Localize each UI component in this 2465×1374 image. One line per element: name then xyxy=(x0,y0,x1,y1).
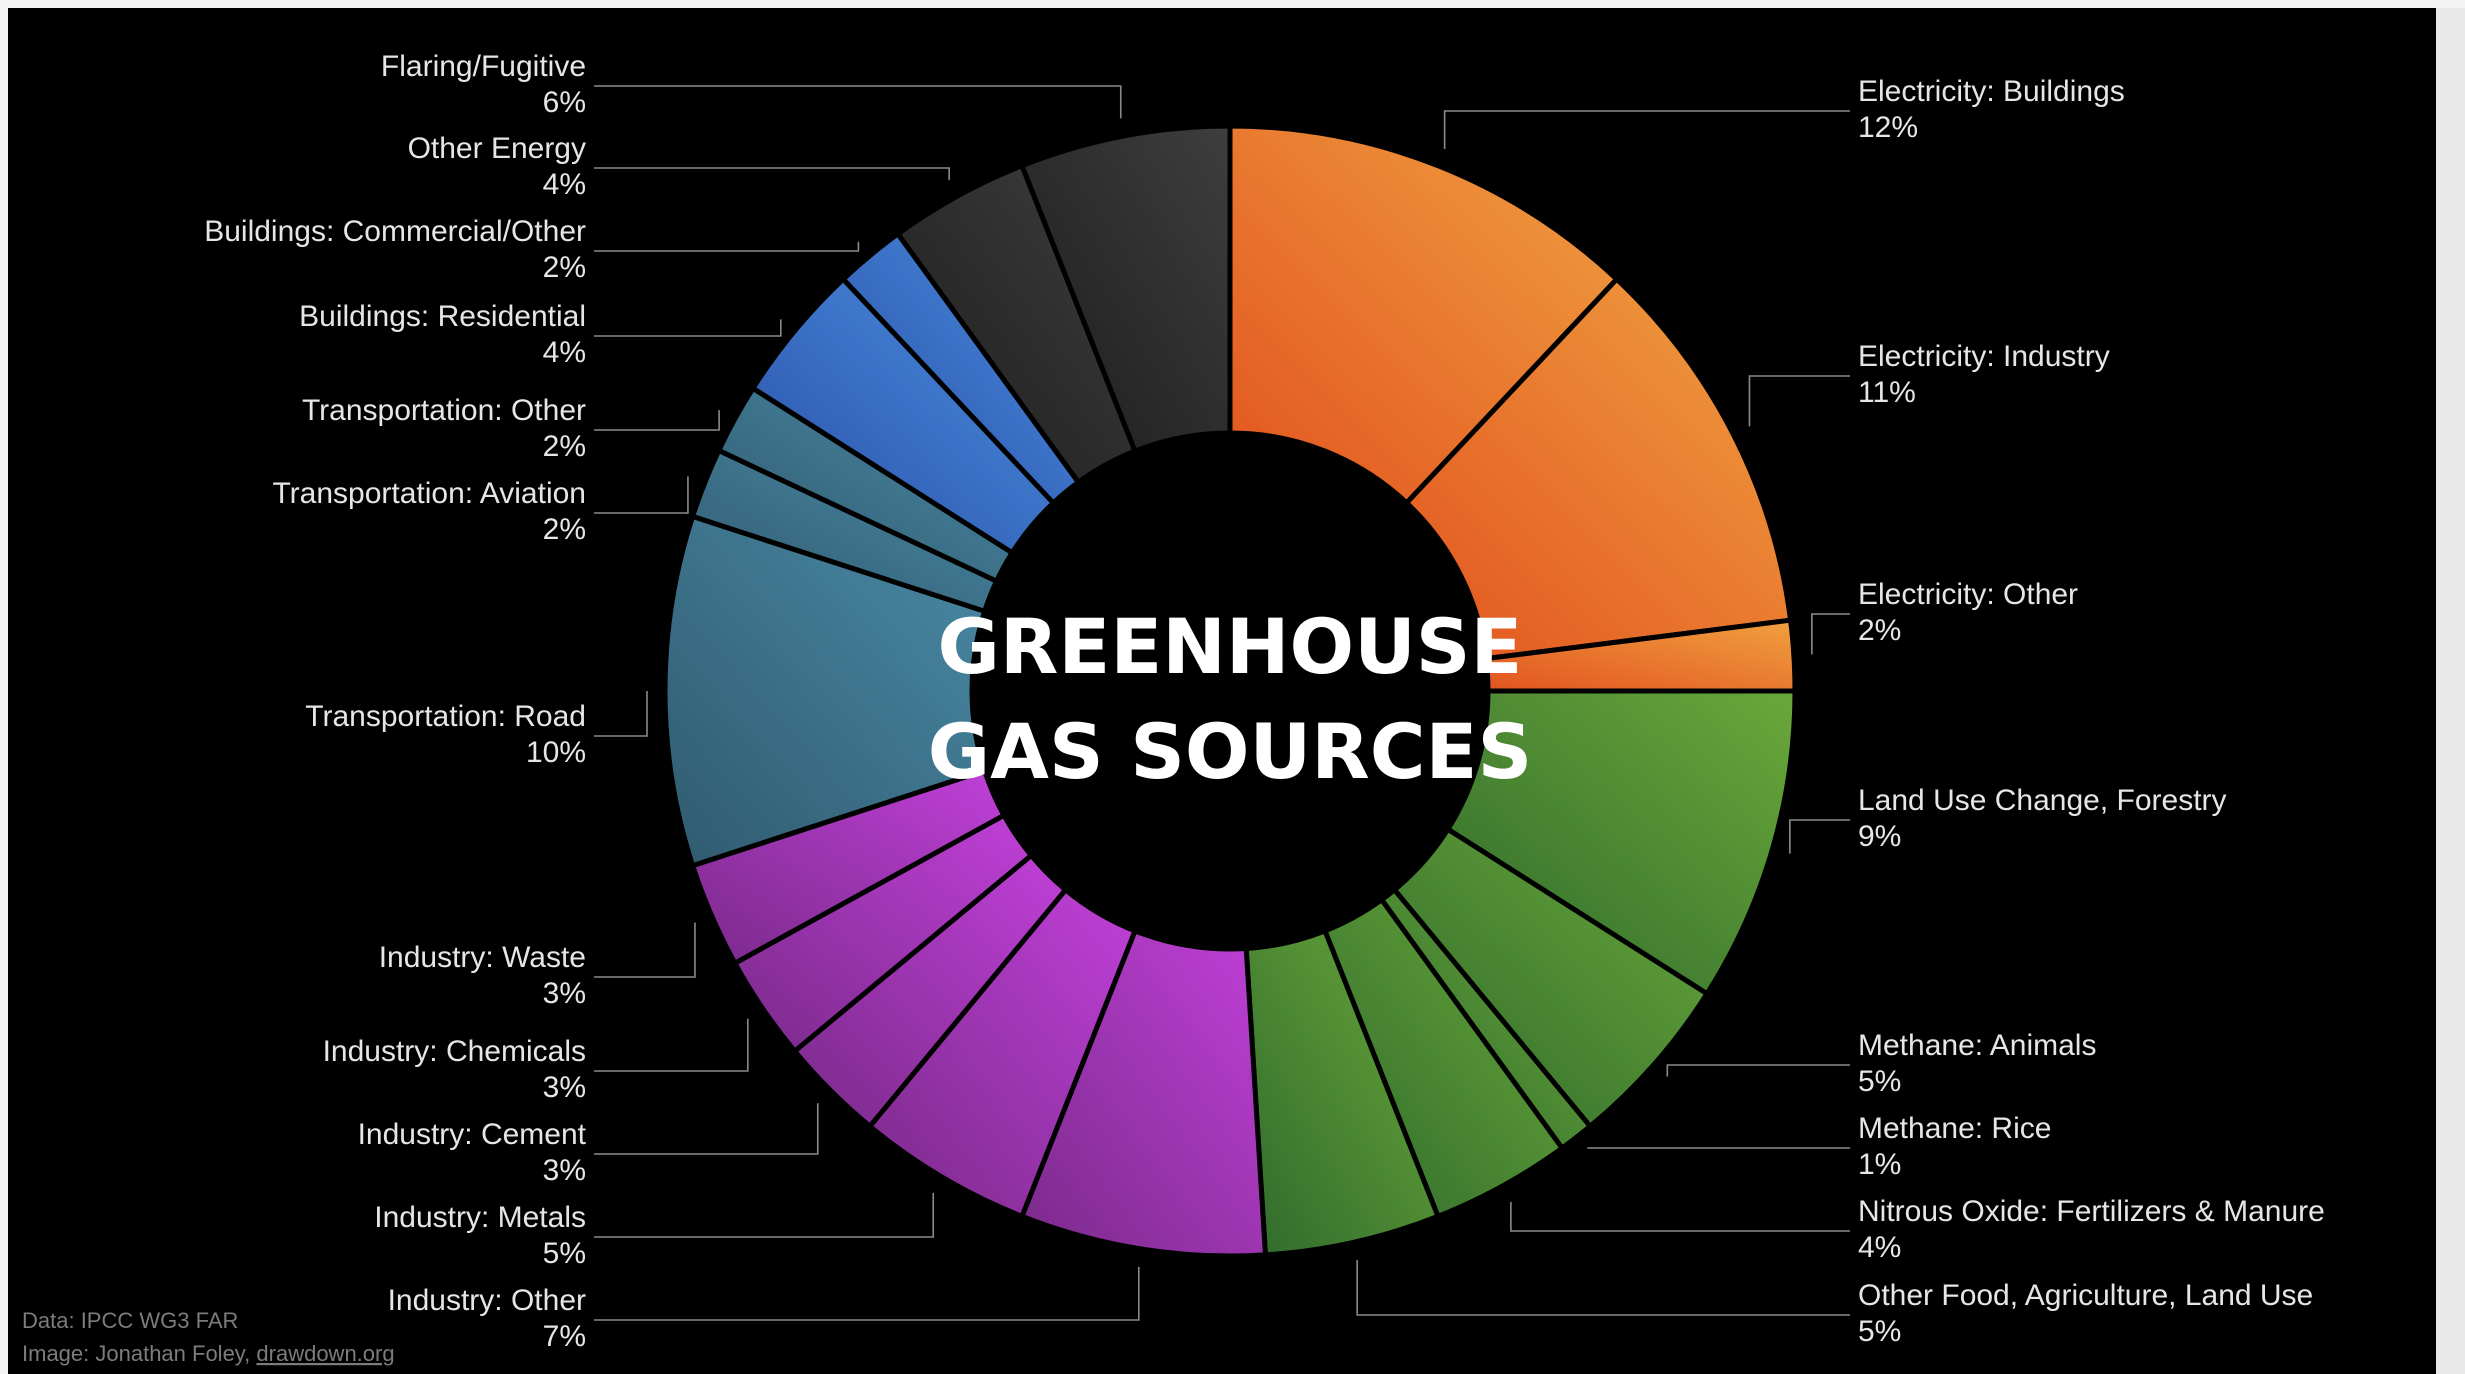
label-industry-cement: Industry: Cement xyxy=(358,1118,587,1151)
value-buildings-residential: 4% xyxy=(543,336,586,369)
label-electricity-buildings: Electricity: Buildings xyxy=(1858,75,2125,108)
label-methane-rice: Methane: Rice xyxy=(1858,1112,2051,1145)
value-electricity-buildings: 12% xyxy=(1858,111,1918,144)
value-industry-other: 7% xyxy=(543,1320,586,1353)
value-methane-animals: 5% xyxy=(1858,1065,1901,1098)
value-flaring-fugitive: 6% xyxy=(543,86,586,119)
leader-transportation-road xyxy=(594,691,647,736)
label-electricity-other: Electricity: Other xyxy=(1858,578,2078,611)
chart-title-line-2: GAS SOURCES xyxy=(928,707,1532,796)
value-electricity-other: 2% xyxy=(1858,614,1901,647)
leader-electricity-industry xyxy=(1749,376,1850,426)
value-transportation-other: 2% xyxy=(543,430,586,463)
leader-industry-cement xyxy=(594,1103,818,1154)
value-other-energy: 4% xyxy=(543,168,586,201)
label-flaring-fugitive: Flaring/Fugitive xyxy=(381,50,586,83)
window-edge xyxy=(2436,8,2465,1374)
value-other-food-agriculture-land-use: 5% xyxy=(1858,1315,1901,1348)
leader-nitrous-oxide-fertilizers-manure xyxy=(1511,1202,1850,1231)
label-transportation-road: Transportation: Road xyxy=(305,700,586,733)
leader-transportation-aviation xyxy=(594,476,688,513)
label-transportation-aviation: Transportation: Aviation xyxy=(272,477,586,510)
label-other-food-agriculture-land-use: Other Food, Agriculture, Land Use xyxy=(1858,1279,2313,1312)
credit-data-source: Data: IPCC WG3 FAR xyxy=(22,1308,238,1333)
value-industry-waste: 3% xyxy=(543,977,586,1010)
leader-electricity-other xyxy=(1812,614,1850,654)
label-buildings-commercial-other: Buildings: Commercial/Other xyxy=(204,215,586,248)
label-land-use-change-forestry: Land Use Change, Forestry xyxy=(1858,784,2227,817)
leader-methane-animals xyxy=(1667,1065,1850,1077)
value-industry-chemicals: 3% xyxy=(543,1071,586,1104)
leader-industry-other xyxy=(594,1267,1139,1320)
label-industry-metals: Industry: Metals xyxy=(374,1201,586,1234)
value-nitrous-oxide-fertilizers-manure: 4% xyxy=(1858,1231,1901,1264)
label-electricity-industry: Electricity: Industry xyxy=(1858,340,2110,373)
label-methane-animals: Methane: Animals xyxy=(1858,1029,2096,1062)
label-nitrous-oxide-fertilizers-manure: Nitrous Oxide: Fertilizers & Manure xyxy=(1858,1195,2325,1228)
credit-image-link[interactable]: drawdown.org xyxy=(256,1341,394,1366)
chart-canvas: Electricity: Buildings 12% Electricity: In… xyxy=(8,8,2456,1374)
leader-land-use-change-forestry xyxy=(1790,820,1850,854)
leader-flaring-fugitive xyxy=(594,86,1121,118)
leader-other-energy xyxy=(594,168,949,180)
leader-buildings-commercial-other xyxy=(594,242,858,251)
label-other-energy: Other Energy xyxy=(408,132,586,165)
leader-industry-metals xyxy=(594,1193,933,1237)
value-industry-cement: 3% xyxy=(543,1154,586,1187)
leader-transportation-other xyxy=(594,410,719,430)
leader-buildings-residential xyxy=(594,319,781,336)
value-electricity-industry: 11% xyxy=(1858,376,1916,409)
label-industry-waste: Industry: Waste xyxy=(379,941,586,974)
label-industry-other: Industry: Other xyxy=(388,1284,586,1317)
leader-other-food-agriculture-land-use xyxy=(1357,1260,1850,1315)
credit-image-text: Image: Jonathan Foley, xyxy=(22,1341,256,1366)
leader-electricity-buildings xyxy=(1445,111,1850,149)
credit-data-text: Data: IPCC WG3 FAR xyxy=(22,1308,238,1333)
value-land-use-change-forestry: 9% xyxy=(1858,820,1901,853)
label-transportation-other: Transportation: Other xyxy=(302,394,586,427)
chart-title-line-1: GREENHOUSE xyxy=(938,602,1523,691)
label-industry-chemicals: Industry: Chemicals xyxy=(323,1035,586,1068)
label-buildings-residential: Buildings: Residential xyxy=(299,300,586,333)
value-buildings-commercial-other: 2% xyxy=(543,251,586,284)
donut-hole xyxy=(972,433,1488,949)
value-transportation-road: 10% xyxy=(526,736,586,769)
leader-industry-chemicals xyxy=(594,1019,748,1071)
credit-image-source: Image: Jonathan Foley, drawdown.org xyxy=(22,1341,395,1366)
value-methane-rice: 1% xyxy=(1858,1148,1901,1181)
leader-industry-waste xyxy=(594,923,695,977)
value-industry-metals: 5% xyxy=(543,1237,586,1270)
value-transportation-aviation: 2% xyxy=(543,513,586,546)
